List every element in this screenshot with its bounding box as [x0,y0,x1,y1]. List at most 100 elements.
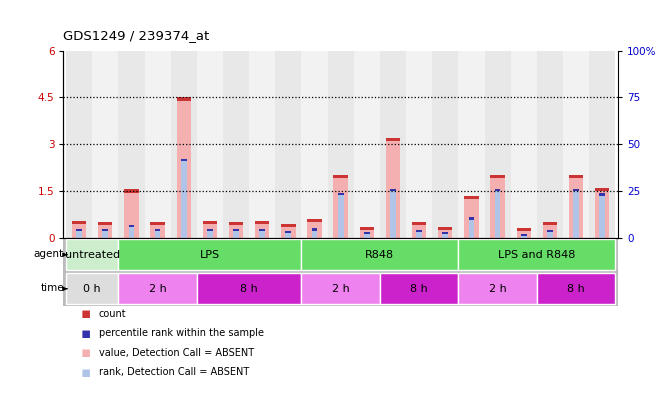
Bar [521,234,526,236]
Bar [364,232,369,234]
Bar [312,228,317,238]
Bar [155,229,160,238]
Bar [301,51,327,238]
Bar [233,229,239,238]
Bar [595,188,609,191]
Bar [458,239,615,271]
Bar [102,229,108,238]
Bar [406,51,432,238]
Bar [259,229,265,232]
Bar [458,273,537,305]
Bar [516,228,531,232]
Bar [537,51,563,238]
Bar [197,51,223,238]
Bar [301,239,458,271]
Bar [66,273,118,305]
Text: 2 h: 2 h [489,284,506,294]
Bar [468,217,474,238]
Bar [128,225,134,227]
Bar [468,217,474,220]
Bar [338,192,343,238]
Bar [458,51,484,238]
Bar [438,227,452,230]
Bar [249,51,275,238]
Bar [176,97,191,100]
Text: time: time [40,283,64,293]
Bar [72,221,86,238]
Bar [412,222,426,225]
Bar [176,98,191,238]
Bar [464,196,479,199]
Text: 8 h: 8 h [240,284,258,294]
Bar [599,194,605,196]
Bar [563,51,589,238]
Bar [547,230,553,238]
Bar [207,229,213,231]
Bar [155,229,160,232]
Text: 0 h: 0 h [84,284,101,294]
Text: R848: R848 [365,250,395,260]
Bar [573,189,579,191]
Bar [66,239,118,271]
Bar [464,196,479,238]
Bar [181,159,186,161]
Bar [76,229,82,238]
Bar [255,221,269,238]
Bar [229,222,243,238]
Bar [98,222,112,225]
Text: LPS: LPS [200,250,220,260]
Bar [281,224,295,238]
Text: rank, Detection Call = ABSENT: rank, Detection Call = ABSENT [99,367,249,377]
Bar [390,189,396,238]
Bar [438,227,452,238]
Text: agent: agent [34,249,64,259]
Text: 2 h: 2 h [149,284,166,294]
Bar [569,175,583,179]
Bar [327,51,354,238]
Bar [333,175,348,238]
Bar [359,227,374,230]
Bar [537,273,615,305]
Bar [412,222,426,238]
Bar [510,51,537,238]
Text: count: count [99,309,126,319]
Text: GDS1249 / 239374_at: GDS1249 / 239374_at [63,30,210,43]
Bar [516,228,531,238]
Text: ▪: ▪ [80,364,91,380]
Bar [547,230,553,232]
Bar [380,273,458,305]
Bar [390,189,396,191]
Bar [416,230,422,238]
Bar [495,189,500,238]
Bar [359,227,374,238]
Bar [432,51,458,238]
Bar [76,229,82,231]
Bar [386,138,400,238]
Bar [312,228,317,230]
Bar [207,229,213,238]
Bar [275,51,301,238]
Bar [223,51,249,238]
Bar [307,219,322,238]
Bar [124,190,139,192]
Bar [285,231,291,233]
Bar [259,229,265,238]
Bar [333,175,348,179]
Bar [255,221,269,224]
Bar [589,51,615,238]
Bar [380,51,406,238]
Bar [301,273,380,305]
Text: 2 h: 2 h [332,284,349,294]
Bar [72,221,86,224]
Bar [92,51,118,238]
Bar [229,222,243,225]
Bar [233,229,239,232]
Text: ▪: ▪ [80,306,91,322]
Bar [281,224,295,227]
Bar [542,222,557,238]
Bar [442,232,448,238]
Bar [542,222,557,225]
Bar [595,188,609,238]
Bar [66,51,92,238]
Bar [124,190,139,238]
